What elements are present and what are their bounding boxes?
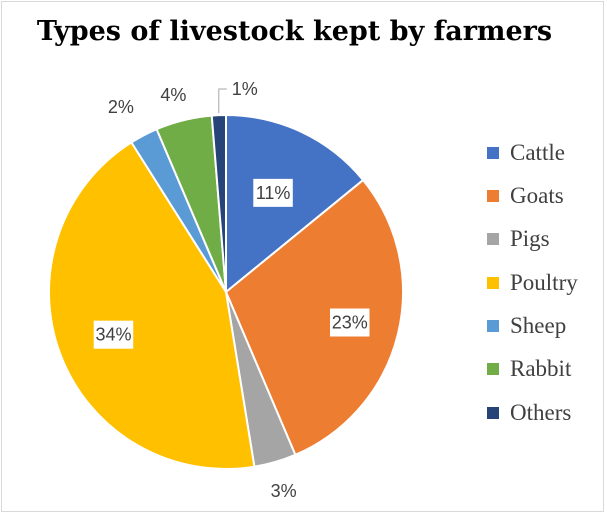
data-label-box-goats xyxy=(329,308,370,337)
legend-item-sheep: Sheep xyxy=(487,312,578,341)
leader-line-others xyxy=(218,88,227,114)
data-label-goats: 23% xyxy=(332,312,368,332)
legend-item-goats: Goats xyxy=(487,181,578,210)
data-label-rabbit: 4% xyxy=(160,85,186,105)
pie-slice-poultry xyxy=(48,141,256,470)
legend-label-sheep: Sheep xyxy=(510,313,567,339)
legend-label-pigs: Pigs xyxy=(510,226,550,252)
pie-slice-cattle xyxy=(225,113,365,295)
legend-label-goats: Goats xyxy=(510,182,564,208)
legend-swatch-others xyxy=(487,406,499,419)
legend-swatch-cattle xyxy=(487,146,499,159)
data-label-poultry: 34% xyxy=(95,325,131,345)
legend-swatch-poultry xyxy=(487,276,499,289)
legend-item-poultry: Poultry xyxy=(487,268,578,297)
legend: Cattle Goats Pigs Poultry Sheep Rabbit Others xyxy=(487,138,578,442)
legend-item-others: Others xyxy=(487,398,578,427)
pie-slice-others xyxy=(210,113,227,293)
legend-swatch-pigs xyxy=(487,233,499,246)
data-label-box-cattle xyxy=(253,178,293,207)
legend-swatch-goats xyxy=(487,189,499,202)
legend-label-rabbit: Rabbit xyxy=(510,356,572,382)
data-label-others: 1% xyxy=(232,79,258,99)
legend-swatch-rabbit xyxy=(487,363,499,376)
data-label-sheep: 2% xyxy=(108,97,134,117)
legend-label-poultry: Poultry xyxy=(510,269,578,295)
chart-title: Types of livestock kept by farmers xyxy=(36,16,553,47)
legend-item-rabbit: Rabbit xyxy=(487,355,578,384)
pie-slice-goats xyxy=(224,178,404,457)
legend-item-cattle: Cattle xyxy=(487,138,578,167)
data-label-pigs: 3% xyxy=(271,481,297,501)
data-label-box-poultry xyxy=(93,320,134,349)
legend-item-pigs: Pigs xyxy=(487,225,578,254)
legend-label-cattle: Cattle xyxy=(510,139,565,165)
legend-swatch-sheep xyxy=(487,320,499,333)
legend-label-others: Others xyxy=(510,399,572,425)
data-label-cattle: 11% xyxy=(256,183,291,203)
